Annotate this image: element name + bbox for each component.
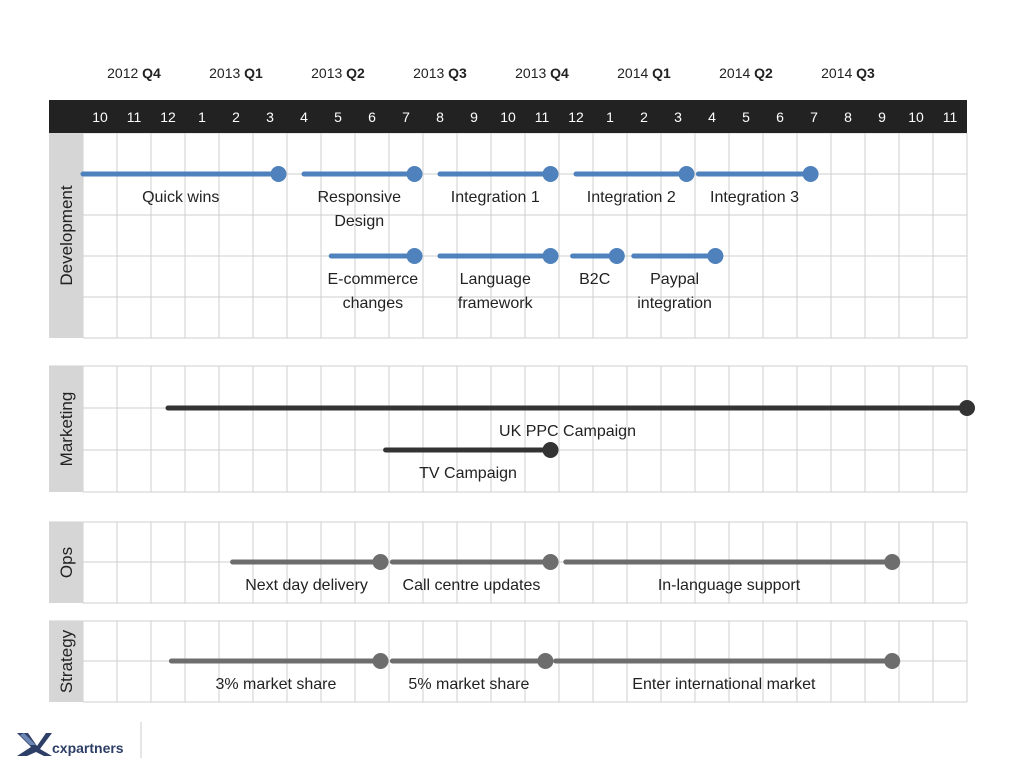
item-label: Integration 2 (587, 189, 676, 206)
milestone-marker (406, 166, 423, 182)
milestone-marker (707, 248, 724, 264)
month-label: 1 (198, 109, 206, 125)
month-label: 12 (568, 109, 584, 125)
item-label: Design (334, 213, 384, 230)
quarter-label: 2012 Q4 (107, 65, 161, 81)
month-label: 4 (708, 109, 716, 125)
logo-wordmark: cxpartners (52, 740, 124, 756)
item-label: B2C (579, 271, 610, 288)
item-label: Quick wins (142, 189, 219, 206)
swimlane-strategy: Strategy 3% market share 5% market share En… (49, 621, 901, 702)
lane-label: Development (57, 185, 76, 285)
month-label: 7 (810, 109, 818, 125)
quarter-label: 2013 Q2 (311, 65, 365, 81)
month-label: 8 (844, 109, 852, 125)
cx-logo-icon (17, 733, 52, 756)
lane-label: Strategy (57, 629, 76, 693)
item-label: integration (637, 295, 712, 312)
item-label: Enter international market (632, 676, 816, 693)
month-label: 6 (776, 109, 784, 125)
lane-label: Ops (57, 547, 76, 578)
month-label: 9 (878, 109, 886, 125)
quarter-headers: 2012 Q4 2013 Q1 2013 Q2 2013 Q3 2013 Q4 2014 … (107, 65, 875, 81)
company-logo: cxpartners (17, 722, 142, 758)
quarter-label: 2014 Q2 (719, 65, 773, 81)
milestone-marker (372, 554, 389, 570)
swimlane-marketing: Marketing UK PPC Campaign TV Campaign (49, 366, 975, 492)
swimlane-development: Development Quick wins Responsive Design Int… (49, 133, 819, 338)
month-label: 3 (266, 109, 274, 125)
swimlane-ops: Ops Next day delivery Call centre updates I… (49, 522, 901, 603)
milestone-marker (884, 554, 901, 570)
item-label: E-commerce (328, 271, 419, 288)
month-label: 6 (368, 109, 376, 125)
item-label: 3% market share (215, 676, 336, 693)
item-label: Call centre updates (403, 577, 541, 594)
item-label: changes (343, 295, 404, 312)
month-label: 5 (334, 109, 342, 125)
month-label: 10 (908, 109, 924, 125)
item-label: UK PPC Campaign (499, 423, 636, 440)
lane-label: Marketing (57, 392, 76, 467)
month-label: 4 (300, 109, 308, 125)
milestone-marker (542, 442, 559, 458)
month-label: 11 (127, 109, 142, 125)
month-label: 11 (535, 109, 550, 125)
milestone-marker (270, 166, 287, 182)
month-label: 2 (640, 109, 648, 125)
month-label: 2 (232, 109, 240, 125)
lane-label-background (49, 366, 83, 492)
swimlanes: Development Quick wins Responsive Design Int… (49, 133, 975, 702)
milestone-marker (542, 554, 559, 570)
month-header-bar: 10 11 12 1 2 3 4 5 6 7 8 9 10 11 12 1 2 3 4 5 6 7 8 9 10 11 (49, 100, 967, 133)
milestone-marker (959, 400, 975, 416)
month-label: 3 (674, 109, 682, 125)
milestone-marker (537, 653, 554, 669)
milestone-marker (542, 166, 559, 182)
milestone-marker (678, 166, 695, 182)
timeline-grid (49, 132, 968, 703)
item-label: framework (458, 295, 534, 312)
month-label: 9 (470, 109, 478, 125)
item-label: 5% market share (408, 676, 529, 693)
item-label: Next day delivery (245, 577, 368, 594)
quarter-label: 2013 Q1 (209, 65, 263, 81)
month-label: 11 (943, 109, 958, 125)
milestone-marker (608, 248, 625, 264)
month-label: 12 (160, 109, 176, 125)
month-label: 8 (436, 109, 444, 125)
item-label: In-language support (658, 577, 801, 594)
month-label: 5 (742, 109, 750, 125)
milestone-marker (372, 653, 389, 669)
item-label: TV Campaign (419, 465, 517, 482)
lane-label-background (49, 621, 83, 702)
item-label: Paypal (650, 271, 699, 288)
quarter-label: 2014 Q3 (821, 65, 875, 81)
quarter-label: 2014 Q1 (617, 65, 671, 81)
month-label: 10 (500, 109, 516, 125)
item-label: Integration 1 (451, 189, 540, 206)
milestone-marker (884, 653, 901, 669)
item-label: Language (460, 271, 531, 288)
quarter-label: 2013 Q4 (515, 65, 569, 81)
month-bar-background (49, 100, 967, 133)
milestone-marker (542, 248, 559, 264)
quarter-label: 2013 Q3 (413, 65, 467, 81)
milestone-marker (802, 166, 819, 182)
month-label: 7 (402, 109, 410, 125)
lane-label-background (49, 133, 83, 338)
milestone-marker (406, 248, 423, 264)
item-label: Responsive (317, 189, 401, 206)
month-label: 10 (92, 109, 108, 125)
lane-label-background (49, 522, 83, 603)
item-label: Integration 3 (710, 189, 799, 206)
month-label: 1 (606, 109, 614, 125)
